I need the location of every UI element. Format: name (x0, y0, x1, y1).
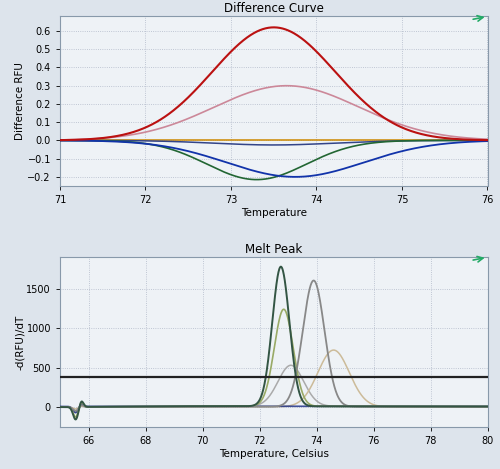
Y-axis label: Difference RFU: Difference RFU (14, 62, 24, 140)
X-axis label: Temperature, Celsius: Temperature, Celsius (219, 448, 329, 459)
Title: Melt Peak: Melt Peak (245, 243, 302, 256)
X-axis label: Temperature: Temperature (241, 208, 307, 218)
Title: Difference Curve: Difference Curve (224, 2, 324, 15)
Y-axis label: -d(RFU)/dT: -d(RFU)/dT (15, 314, 25, 370)
